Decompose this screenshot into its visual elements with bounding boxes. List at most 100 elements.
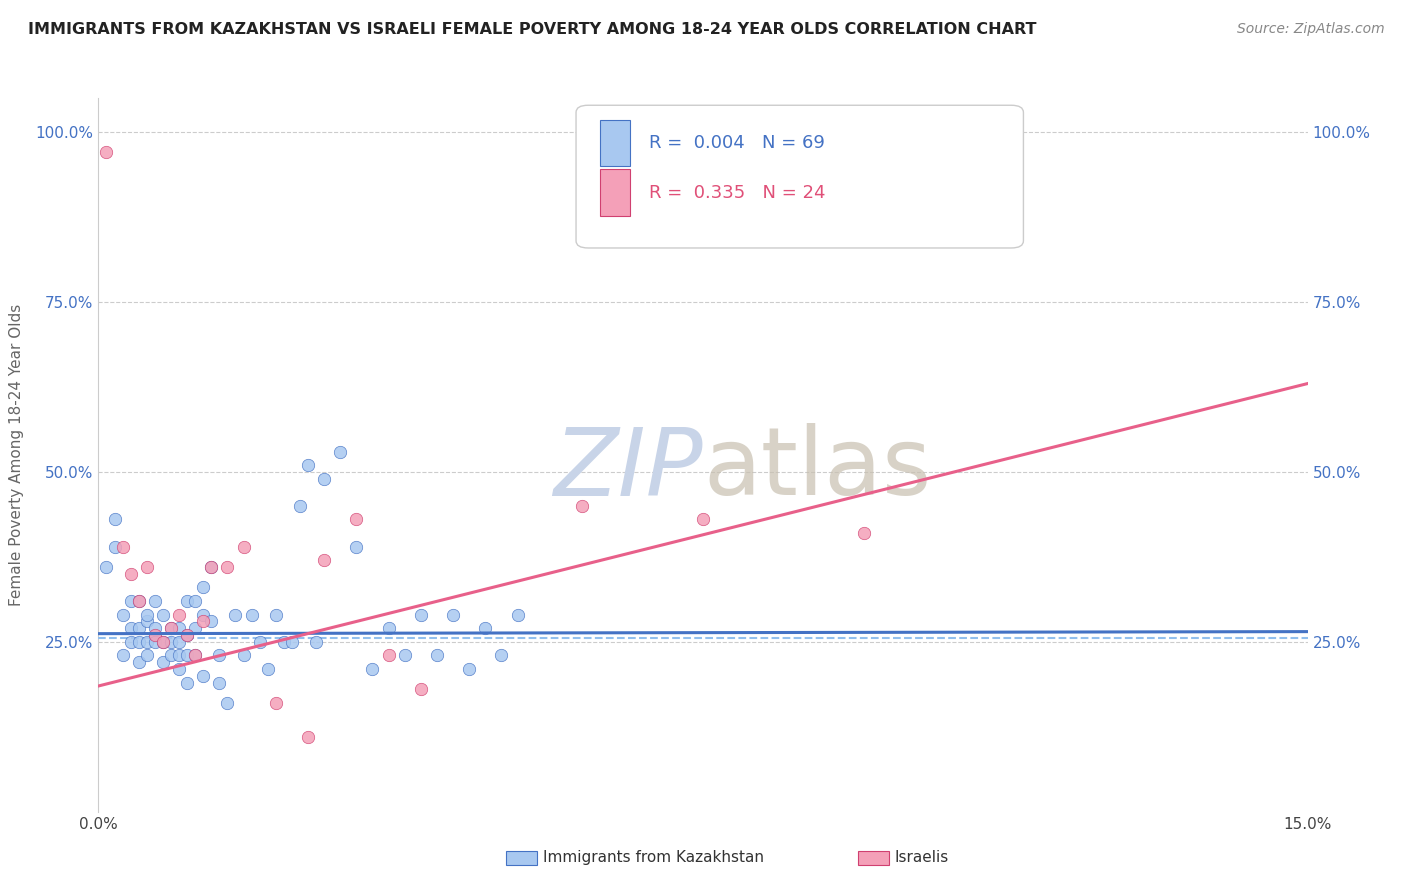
Point [176,675,198,690]
Point [135,648,157,663]
Point [394,648,416,663]
Point [491,648,513,663]
Point [152,655,174,669]
Point [103,512,125,526]
Point [128,594,150,608]
Point [361,662,384,676]
Point [160,635,183,649]
Point [167,621,190,635]
Point [344,540,367,554]
Point [96,560,118,574]
Point [240,607,263,622]
Point [441,607,464,622]
Point [249,635,271,649]
Point [314,553,336,567]
Point [135,635,157,649]
Point [692,512,714,526]
Text: ZIP: ZIP [554,424,703,515]
FancyBboxPatch shape [576,105,1024,248]
Point [152,607,174,622]
Text: Source: ZipAtlas.com: Source: ZipAtlas.com [1237,22,1385,37]
Point [200,615,222,629]
Point [458,662,481,676]
Point [281,635,304,649]
Point [96,145,118,160]
Point [571,499,593,513]
Point [176,594,198,608]
Point [143,628,166,642]
Text: R =  0.335   N = 24: R = 0.335 N = 24 [648,184,825,202]
Point [143,635,166,649]
Point [160,621,183,635]
Point [217,560,239,574]
Point [143,594,166,608]
Point [111,540,134,554]
Text: Immigrants from Kazakhstan: Immigrants from Kazakhstan [543,850,763,864]
Point [224,607,246,622]
Point [217,696,239,710]
Point [200,560,222,574]
Point [377,648,399,663]
FancyBboxPatch shape [600,120,630,166]
Point [853,526,876,541]
Point [128,594,150,608]
Point [305,635,328,649]
Point [120,635,142,649]
Point [167,635,190,649]
Point [167,607,190,622]
Point [200,560,222,574]
Point [111,607,134,622]
Point [232,540,254,554]
Point [135,615,157,629]
Point [314,472,336,486]
Point [152,635,174,649]
Point [184,648,207,663]
Point [120,621,142,635]
Point [167,662,190,676]
Point [208,675,231,690]
Point [506,607,529,622]
Point [111,648,134,663]
Point [128,621,150,635]
Point [256,662,278,676]
Text: R =  0.004   N = 69: R = 0.004 N = 69 [648,134,824,152]
Point [273,635,295,649]
Point [264,607,287,622]
Point [176,648,198,663]
Point [208,648,231,663]
Point [329,444,352,458]
Point [297,730,319,744]
Point [128,655,150,669]
Point [152,635,174,649]
Point [135,607,157,622]
Point [474,621,496,635]
Point [167,648,190,663]
Text: Israelis: Israelis [894,850,949,864]
Point [409,607,432,622]
Point [184,621,207,635]
Point [143,621,166,635]
Point [232,648,254,663]
Point [193,607,215,622]
Point [120,594,142,608]
Point [344,512,367,526]
Point [120,566,142,581]
Point [143,628,166,642]
Point [409,682,432,697]
Point [193,581,215,595]
Point [288,499,311,513]
Point [297,458,319,472]
Point [184,594,207,608]
Point [377,621,399,635]
Point [264,696,287,710]
Point [193,615,215,629]
Point [176,628,198,642]
Point [128,635,150,649]
Text: IMMIGRANTS FROM KAZAKHSTAN VS ISRAELI FEMALE POVERTY AMONG 18-24 YEAR OLDS CORRE: IMMIGRANTS FROM KAZAKHSTAN VS ISRAELI FE… [28,22,1036,37]
Y-axis label: Female Poverty Among 18-24 Year Olds: Female Poverty Among 18-24 Year Olds [10,304,24,606]
Point [103,540,125,554]
Text: atlas: atlas [703,423,931,516]
Point [160,648,183,663]
Point [160,621,183,635]
Point [184,648,207,663]
